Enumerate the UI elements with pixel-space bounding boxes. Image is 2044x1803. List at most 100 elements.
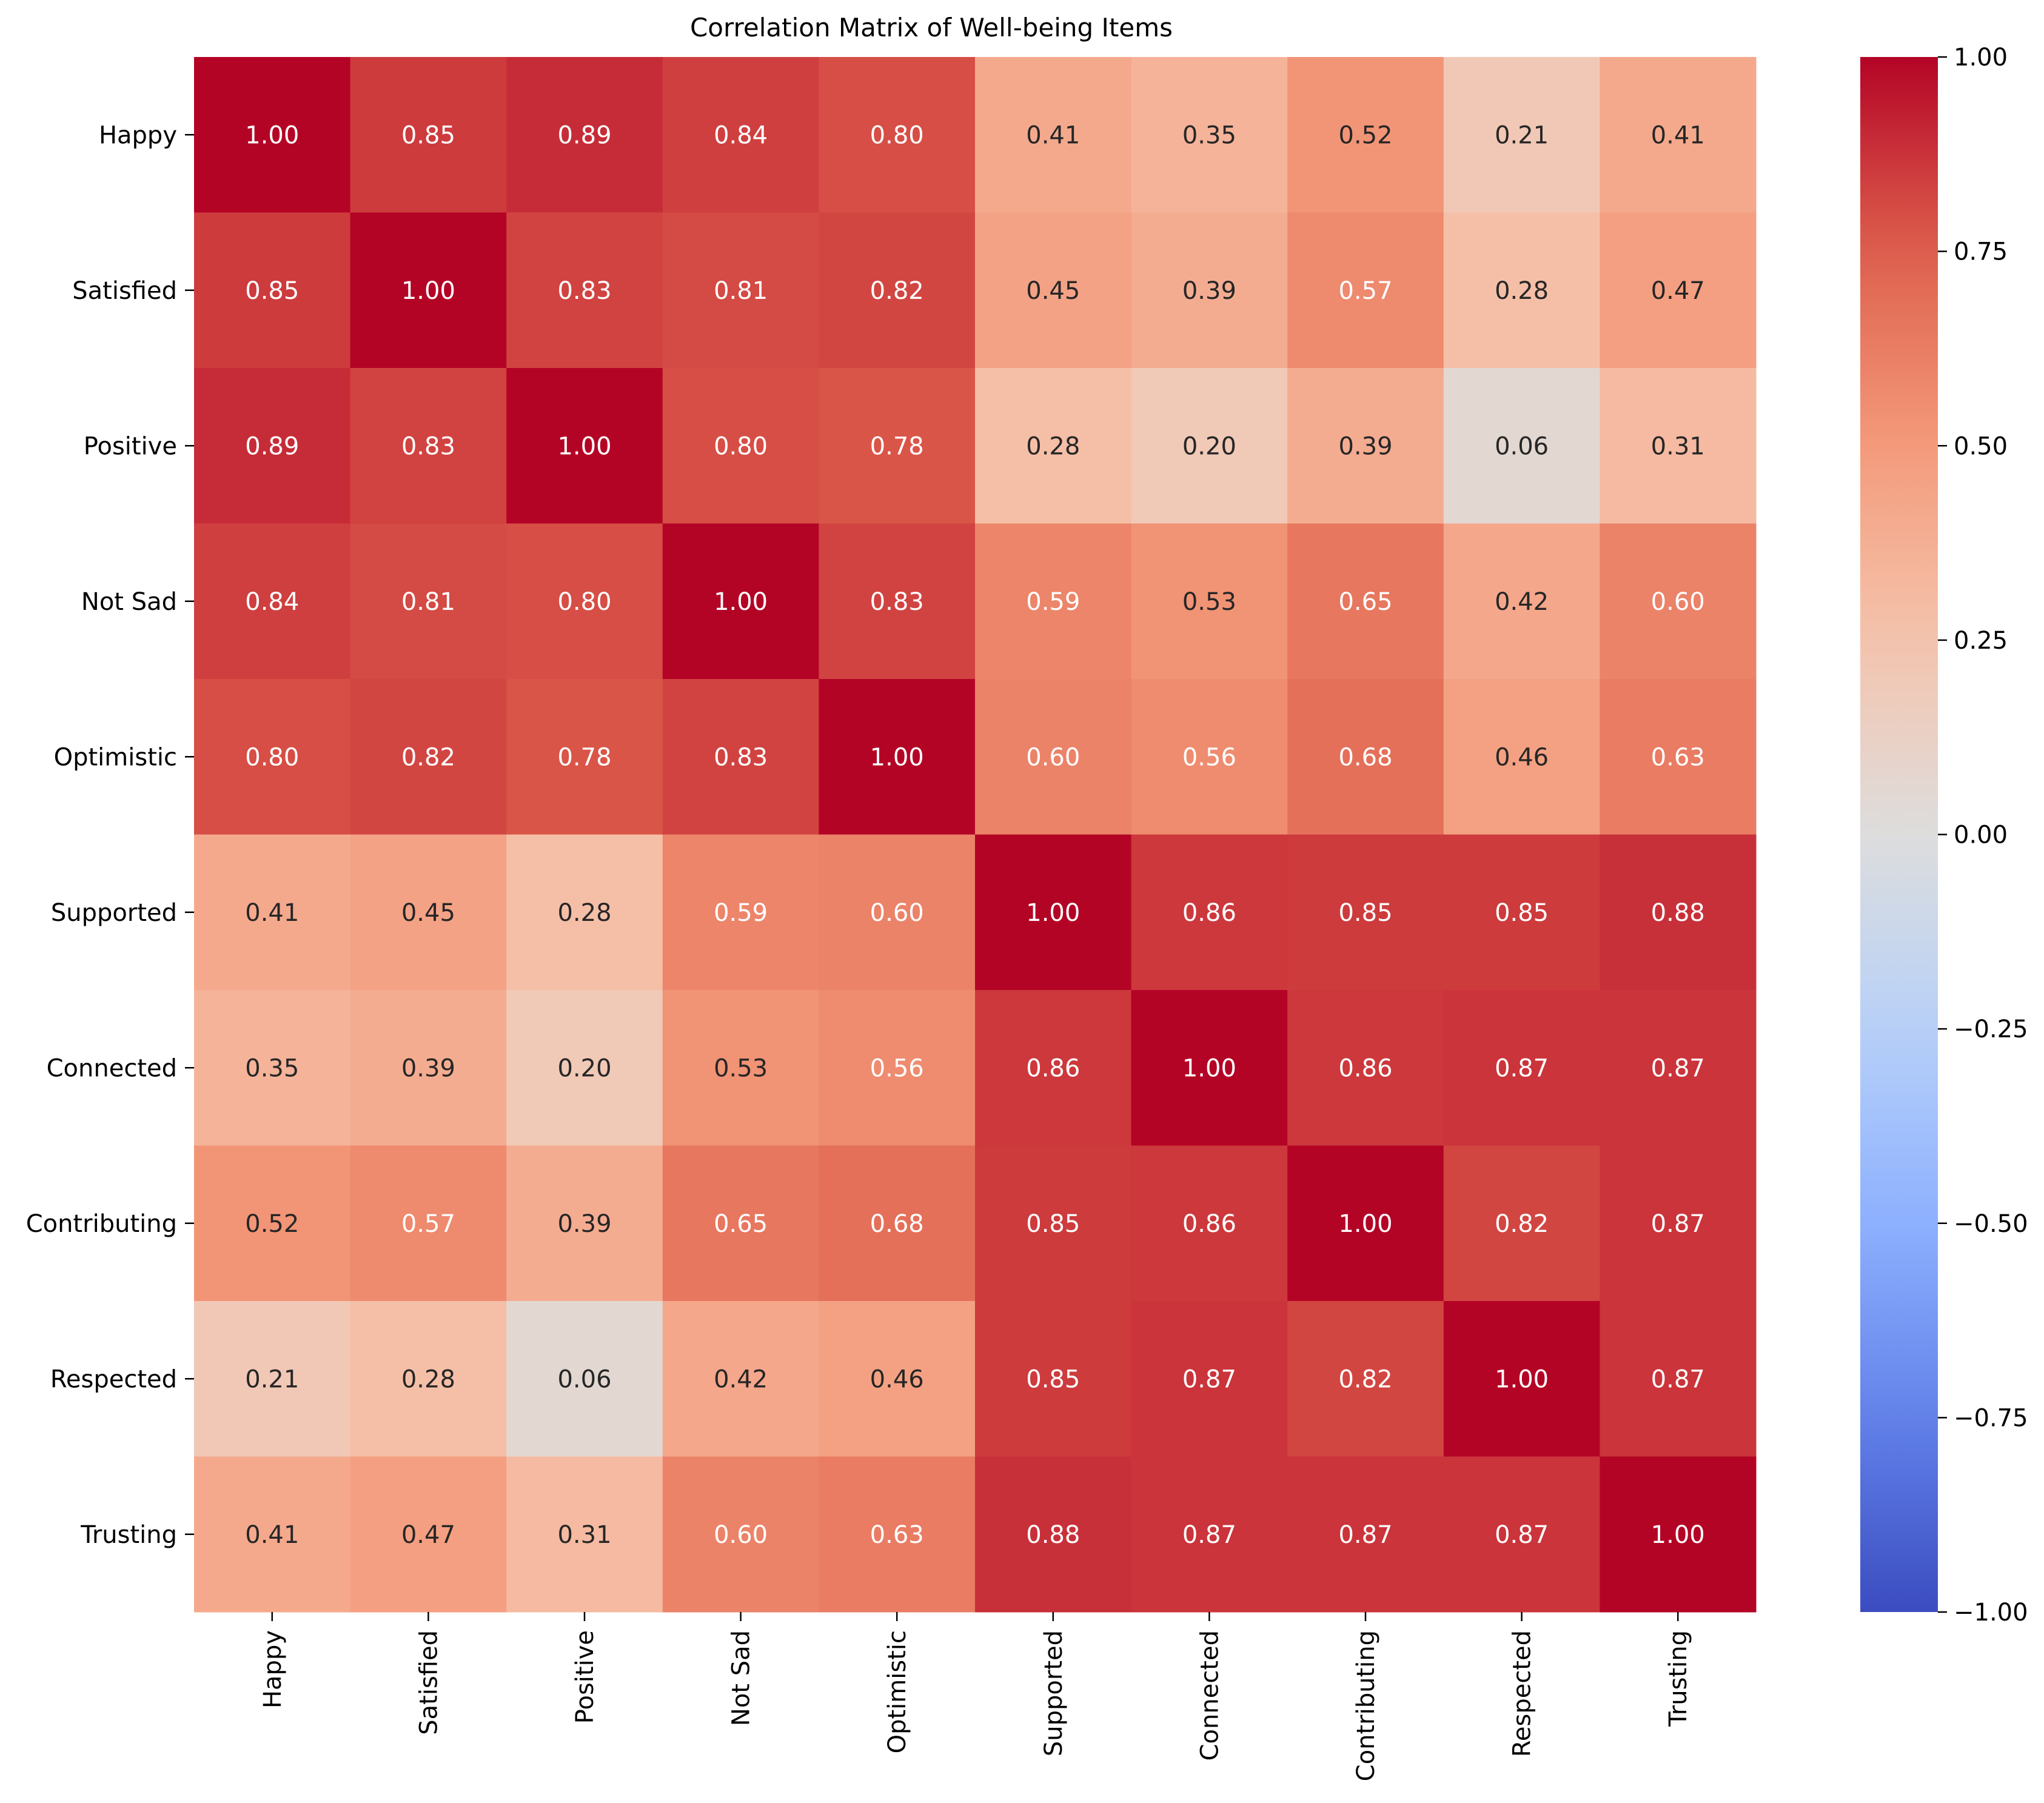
cell-value-label: 0.21 [1495,121,1549,149]
heatmap-cell [194,990,351,1146]
heatmap-cell [1131,368,1288,524]
heatmap-cell [350,834,507,991]
heatmap-cell [1131,57,1288,213]
x-tick-label: Supported [1040,1630,1068,1756]
heatmap-cell [1131,212,1288,369]
heatmap-cell [506,368,663,524]
heatmap-cell [662,834,819,991]
heatmap-cell [975,1456,1132,1613]
heatmap-cell [1131,679,1288,835]
heatmap-cell [1131,1301,1288,1457]
cell-value-label: 0.53 [1182,588,1236,616]
heatmap-cell [1600,990,1757,1146]
heatmap-cell [662,1145,819,1302]
heatmap-cell [1443,212,1600,369]
cell-value-label: 0.89 [557,121,611,149]
cell-value-label: 0.78 [870,432,924,460]
heatmap-cell [194,212,351,369]
y-tick-label: Supported [51,899,177,927]
cell-value-label: 0.86 [1338,1054,1392,1082]
heatmap-cell [194,523,351,680]
heatmap-cell [1600,834,1757,991]
cell-value-label: 1.00 [1182,1054,1236,1082]
heatmap-cell [350,679,507,835]
x-tick-label: Happy [259,1630,287,1708]
y-tick-label: Contributing [26,1210,177,1238]
heatmap-cell [662,368,819,524]
cell-value-label: 0.84 [245,588,299,616]
cell-value-label: 1.00 [401,277,455,305]
heatmap-cell [975,523,1132,680]
cell-value-label: 0.87 [1495,1521,1549,1549]
y-tick-label: Happy [99,121,177,149]
heatmap-cell [1287,1145,1444,1302]
cell-value-label: 0.57 [401,1210,455,1238]
heatmap-cell [1600,57,1757,213]
cell-value-label: 0.86 [1026,1054,1080,1082]
cell-value-label: 0.87 [1651,1365,1705,1393]
heatmap-cell [1131,523,1288,680]
cell-value-label: 0.21 [245,1365,299,1393]
heatmap-cell [1600,1301,1757,1457]
x-tick-label: Positive [571,1630,599,1724]
heatmap-cell [1443,1456,1600,1613]
cell-value-label: 0.82 [870,277,924,305]
heatmap-cell [819,834,976,991]
cell-value-label: 0.80 [245,743,299,771]
heatmap-cell [662,1301,819,1457]
cell-value-label: 0.47 [401,1521,455,1549]
cell-value-label: 0.89 [245,432,299,460]
heatmap-cell [1443,834,1600,991]
cell-value-label: 0.87 [1182,1365,1236,1393]
cell-value-label: 0.31 [1651,432,1705,460]
cell-value-label: 0.28 [401,1365,455,1393]
cell-value-label: 0.41 [245,899,299,927]
y-tick-label: Not Sad [81,588,177,616]
heatmap-cell [1443,990,1600,1146]
heatmap-cell [662,1456,819,1613]
heatmap-cell [975,1301,1132,1457]
cell-value-label: 0.85 [1338,899,1392,927]
cell-value-label: 0.52 [1338,121,1392,149]
cell-value-label: 0.63 [1651,743,1705,771]
cell-value-label: 0.39 [1338,432,1392,460]
heatmap-cell [819,57,976,213]
heatmap-cell [1131,834,1288,991]
heatmap-cell [506,1145,663,1302]
x-tick-label: Contributing [1352,1630,1380,1781]
cell-value-label: 0.60 [1026,743,1080,771]
y-tick-label: Satisfied [72,277,177,305]
cell-value-label: 0.83 [870,588,924,616]
heatmap-cell [1600,1456,1757,1613]
heatmap-cell [1287,679,1444,835]
heatmap-cell [1443,57,1600,213]
y-tick-label: Positive [84,432,177,460]
cell-value-label: 1.00 [1651,1521,1705,1549]
cell-value-label: 1.00 [245,121,299,149]
heatmap-cell [975,1145,1132,1302]
x-axis: Happy Satisfied Positive Not Sad Optimistic S… [259,1612,1692,1781]
heatmap-cell [1131,1456,1288,1613]
heatmap-cell [819,212,976,369]
cell-value-label: 0.82 [1495,1210,1549,1238]
cell-value-label: 0.57 [1338,277,1392,305]
cell-value-label: 0.46 [1495,743,1549,771]
chart-title: Correlation Matrix of Well-being Items [690,13,1173,42]
cell-value-label: 0.35 [1182,121,1236,149]
heatmap-cell [1287,523,1444,680]
cell-value-label: 0.59 [1026,588,1080,616]
cell-value-label: 0.53 [714,1054,768,1082]
cell-value-label: 0.80 [714,432,768,460]
cell-value-label: 0.42 [1495,588,1549,616]
cell-value-label: 1.00 [714,588,768,616]
cell-value-label: 0.87 [1651,1210,1705,1238]
cell-value-label: 0.20 [557,1054,611,1082]
cell-value-label: 0.80 [557,588,611,616]
colorbar-gradient [1860,57,1938,1612]
cell-value-label: 0.85 [245,277,299,305]
heatmap-cell [350,990,507,1146]
heatmap-cell [1443,368,1600,524]
heatmap-cell [662,212,819,369]
heatmap-cell [506,523,663,680]
cell-value-label: 0.68 [870,1210,924,1238]
